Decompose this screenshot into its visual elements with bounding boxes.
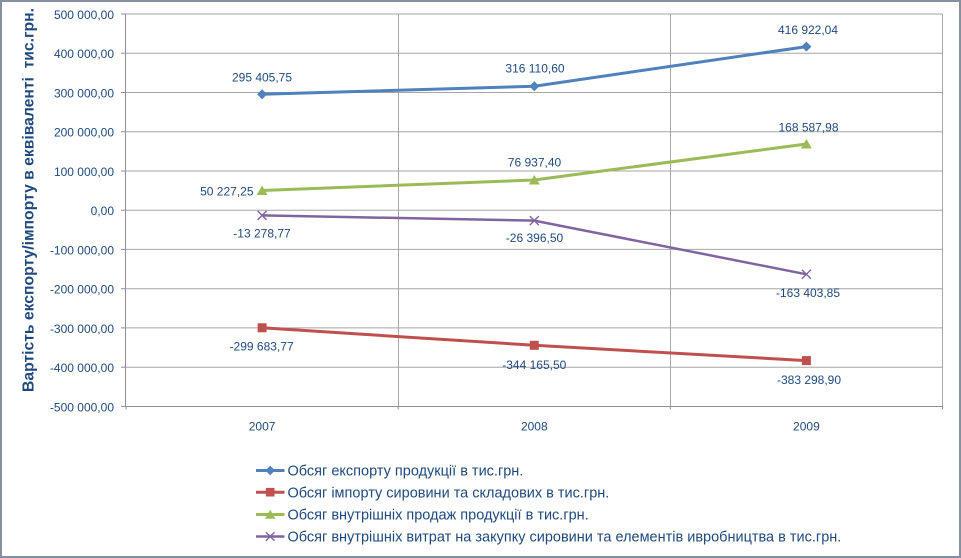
svg-text:300 000,00: 300 000,00 [54, 86, 114, 100]
svg-text:100 000,00: 100 000,00 [54, 165, 114, 179]
svg-text:295 405,75: 295 405,75 [232, 71, 292, 85]
svg-text:2007: 2007 [249, 420, 276, 434]
svg-text:500 000,00: 500 000,00 [54, 8, 114, 22]
svg-text:-13 278,77: -13 278,77 [233, 227, 291, 241]
svg-text:Обсяг внутрішніх витрат на зак: Обсяг внутрішніх витрат на закупку сиров… [288, 530, 842, 546]
svg-text:400 000,00: 400 000,00 [54, 47, 114, 61]
svg-text:-163 403,85: -163 403,85 [776, 286, 840, 300]
svg-text:Обсяг внутрішніх продаж продук: Обсяг внутрішніх продаж продукції в тис.… [288, 508, 589, 524]
svg-text:-500 000,00: -500 000,00 [50, 400, 114, 414]
svg-text:316 110,60: 316 110,60 [505, 61, 564, 75]
svg-text:Обсяг імпорту сировини та скла: Обсяг імпорту сировини та складових в ти… [288, 485, 610, 501]
svg-text:200 000,00: 200 000,00 [54, 126, 114, 140]
svg-text:-200 000,00: -200 000,00 [50, 283, 114, 297]
svg-text:2009: 2009 [793, 420, 820, 434]
svg-text:2008: 2008 [521, 420, 548, 434]
svg-text:-400 000,00: -400 000,00 [50, 361, 114, 375]
svg-text:-299 683,77: -299 683,77 [230, 339, 294, 353]
svg-text:-383 298,90: -383 298,90 [777, 373, 841, 387]
svg-text:-344 165,50: -344 165,50 [502, 358, 566, 372]
svg-text:Обсяг експорту продукції в тис: Обсяг експорту продукції в тис.грн. [288, 464, 524, 480]
svg-text:-26 396,50: -26 396,50 [506, 231, 564, 245]
svg-text:0,00: 0,00 [91, 204, 115, 218]
svg-text:-300 000,00: -300 000,00 [50, 322, 114, 336]
svg-text:76 937,40: 76 937,40 [508, 156, 562, 170]
svg-text:50 227,25: 50 227,25 [200, 185, 254, 199]
svg-text:-100 000,00: -100 000,00 [50, 243, 114, 257]
svg-text:168 587,98: 168 587,98 [778, 120, 838, 134]
svg-text:Вартість експорту/імпорту в ек: Вартість експорту/імпорту в еквіваленті … [21, 8, 38, 392]
svg-text:416 922,04: 416 922,04 [778, 23, 838, 37]
